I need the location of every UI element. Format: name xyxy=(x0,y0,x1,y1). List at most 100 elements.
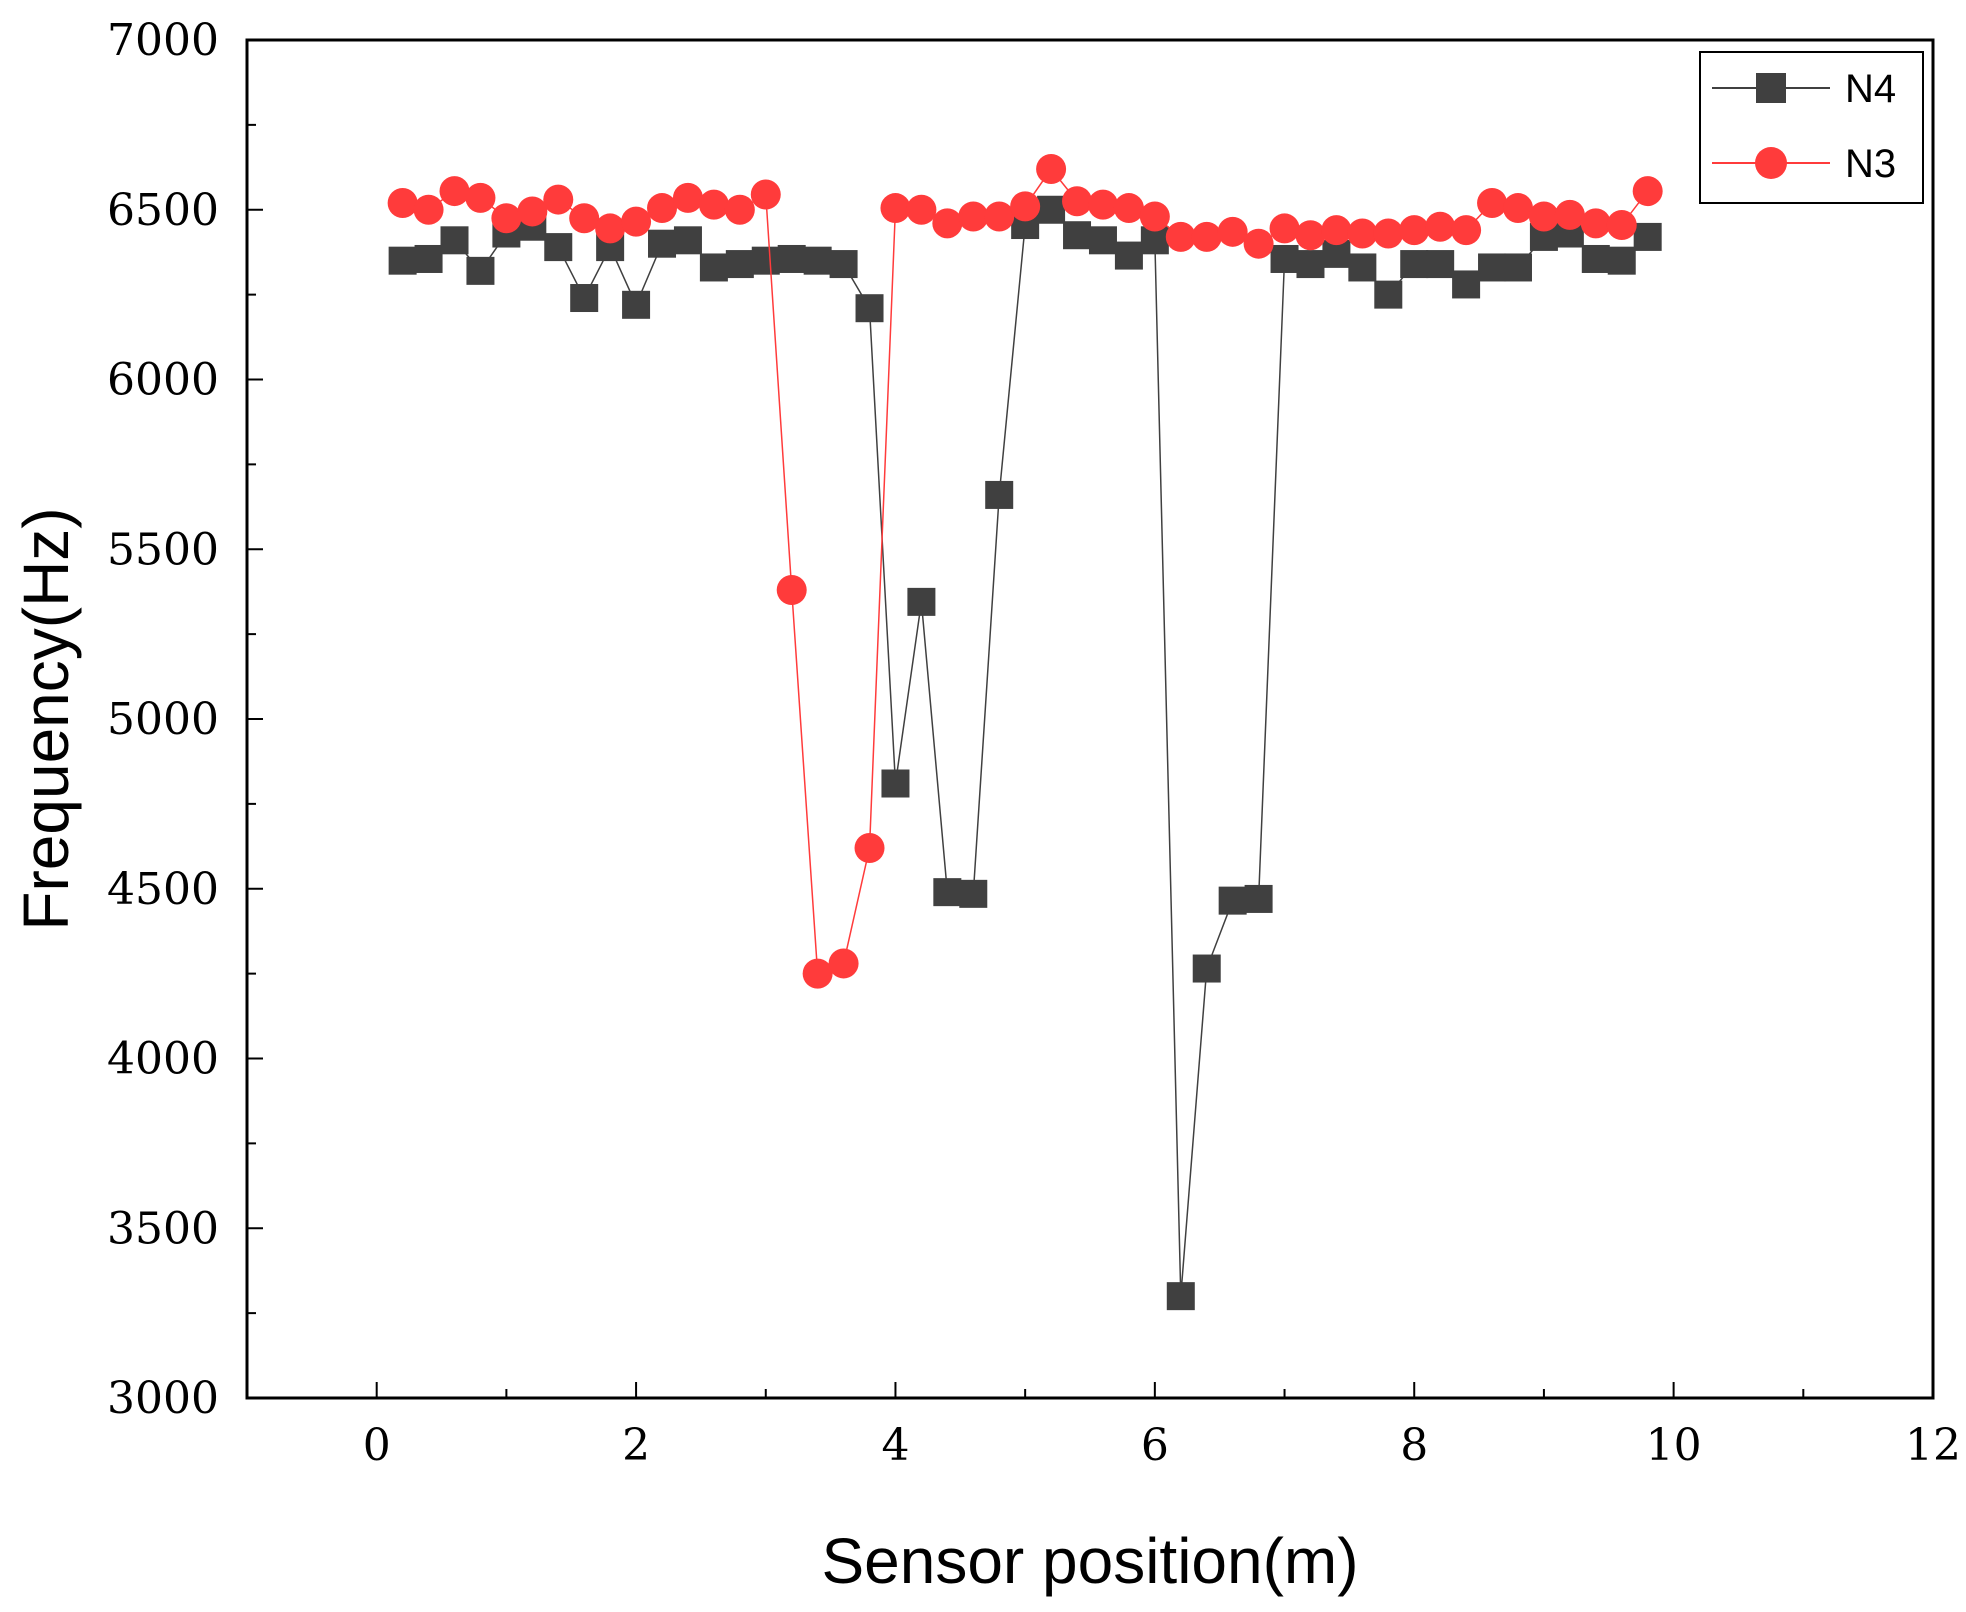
data-point-n3 xyxy=(776,574,807,605)
data-point-n4 xyxy=(1270,244,1299,273)
data-point-n3 xyxy=(621,206,652,237)
data-point-n3 xyxy=(569,203,600,234)
data-point-n3 xyxy=(1191,221,1222,252)
data-point-n3 xyxy=(1399,215,1430,246)
data-point-n4 xyxy=(466,256,495,285)
data-point-n3 xyxy=(1502,193,1533,224)
x-tick-label: 2 xyxy=(622,1420,650,1471)
data-point-n3 xyxy=(802,958,833,989)
data-point-n3 xyxy=(387,187,418,218)
x-tick-label: 12 xyxy=(1905,1420,1961,1471)
data-point-n4 xyxy=(1452,270,1481,299)
data-point-n4 xyxy=(699,253,728,282)
data-point-n3 xyxy=(465,182,496,213)
data-point-n4 xyxy=(1478,253,1507,282)
legend-label-n4: N4 xyxy=(1845,67,1896,111)
y-tick-label: 7000 xyxy=(107,15,219,66)
data-point-n3 xyxy=(724,194,755,225)
data-point-n4 xyxy=(570,284,599,313)
data-point-n3 xyxy=(880,193,911,224)
data-point-n3 xyxy=(1269,213,1300,244)
data-point-n3 xyxy=(1451,215,1482,246)
data-point-n3 xyxy=(698,189,729,220)
data-point-n4 xyxy=(1296,250,1325,279)
data-point-n4 xyxy=(1503,253,1532,282)
legend-marker-n4 xyxy=(1756,73,1786,103)
data-point-n4 xyxy=(985,480,1014,509)
data-point-n3 xyxy=(1632,176,1663,207)
data-point-n4 xyxy=(881,769,910,798)
x-tick-label: 8 xyxy=(1400,1420,1428,1471)
data-point-n3 xyxy=(1321,215,1352,246)
data-point-n4 xyxy=(673,226,702,255)
y-tick-label: 3000 xyxy=(107,1373,219,1424)
data-point-n3 xyxy=(543,184,574,215)
plot-area xyxy=(245,38,1935,1400)
data-point-n4 xyxy=(1037,195,1066,224)
data-point-n3 xyxy=(1243,228,1274,259)
data-point-n4 xyxy=(803,246,832,275)
data-point-n4 xyxy=(1218,886,1247,915)
data-point-n3 xyxy=(1113,193,1144,224)
series-n3 xyxy=(387,154,1663,989)
data-point-n3 xyxy=(1010,191,1041,222)
data-point-n4 xyxy=(388,246,417,275)
data-point-n3 xyxy=(1347,218,1378,249)
data-point-n3 xyxy=(1062,186,1093,217)
data-point-n4 xyxy=(1374,280,1403,309)
x-tick-label: 4 xyxy=(881,1420,909,1471)
data-point-n3 xyxy=(672,182,703,213)
data-point-n4 xyxy=(855,294,884,323)
y-tick-label: 4000 xyxy=(107,1034,219,1085)
data-point-n3 xyxy=(1217,216,1248,247)
data-point-n4 xyxy=(544,233,573,262)
data-point-n3 xyxy=(413,194,444,225)
y-tick-label: 4500 xyxy=(107,864,219,915)
data-point-n3 xyxy=(1477,187,1508,218)
data-point-n4 xyxy=(414,244,443,273)
ticks-layer: 0 2 4 6 8 10 12 3000 3500 4000 4500 5000 5500 6000 650… xyxy=(107,15,1961,1471)
legend-marker-n3 xyxy=(1755,147,1787,179)
data-point-n3 xyxy=(932,208,963,239)
y-tick-label: 6000 xyxy=(107,355,219,406)
y-tick-label: 6500 xyxy=(107,185,219,236)
data-point-n4 xyxy=(1607,246,1636,275)
data-point-n3 xyxy=(958,201,989,232)
data-point-n4 xyxy=(725,250,754,279)
data-point-n3 xyxy=(1425,211,1456,242)
series-layer xyxy=(387,154,1663,1311)
y-tick-label: 5000 xyxy=(107,694,219,745)
y-tick-label: 5500 xyxy=(107,524,219,575)
x-axis-title: Sensor position(m) xyxy=(821,1525,1358,1597)
data-point-n4 xyxy=(1633,222,1662,251)
data-point-n3 xyxy=(1087,189,1118,220)
data-point-n4 xyxy=(1581,244,1610,273)
data-point-n4 xyxy=(1400,250,1429,279)
data-point-n3 xyxy=(439,176,470,207)
data-point-n4 xyxy=(1192,954,1221,983)
x-tick-label: 0 xyxy=(363,1420,391,1471)
data-point-n4 xyxy=(1114,241,1143,270)
x-tick-label: 6 xyxy=(1141,1420,1169,1471)
data-point-n4 xyxy=(1088,226,1117,255)
data-point-n4 xyxy=(622,290,651,319)
data-point-n3 xyxy=(1580,208,1611,239)
data-point-n4 xyxy=(648,229,677,258)
data-point-n4 xyxy=(777,244,806,273)
data-point-n4 xyxy=(1244,884,1273,913)
data-point-n4 xyxy=(933,878,962,907)
data-point-n3 xyxy=(984,201,1015,232)
data-point-n3 xyxy=(1036,154,1067,185)
data-point-n3 xyxy=(491,203,522,234)
data-point-n3 xyxy=(1165,221,1196,252)
data-point-n4 xyxy=(1348,253,1377,282)
data-point-n4 xyxy=(1063,221,1092,250)
data-point-n4 xyxy=(907,587,936,616)
data-point-n3 xyxy=(906,194,937,225)
data-point-n4 xyxy=(1166,1282,1195,1311)
legend-box xyxy=(1699,51,1924,204)
data-point-n3 xyxy=(1373,218,1404,249)
data-point-n3 xyxy=(828,948,859,979)
data-point-n4 xyxy=(959,879,988,908)
